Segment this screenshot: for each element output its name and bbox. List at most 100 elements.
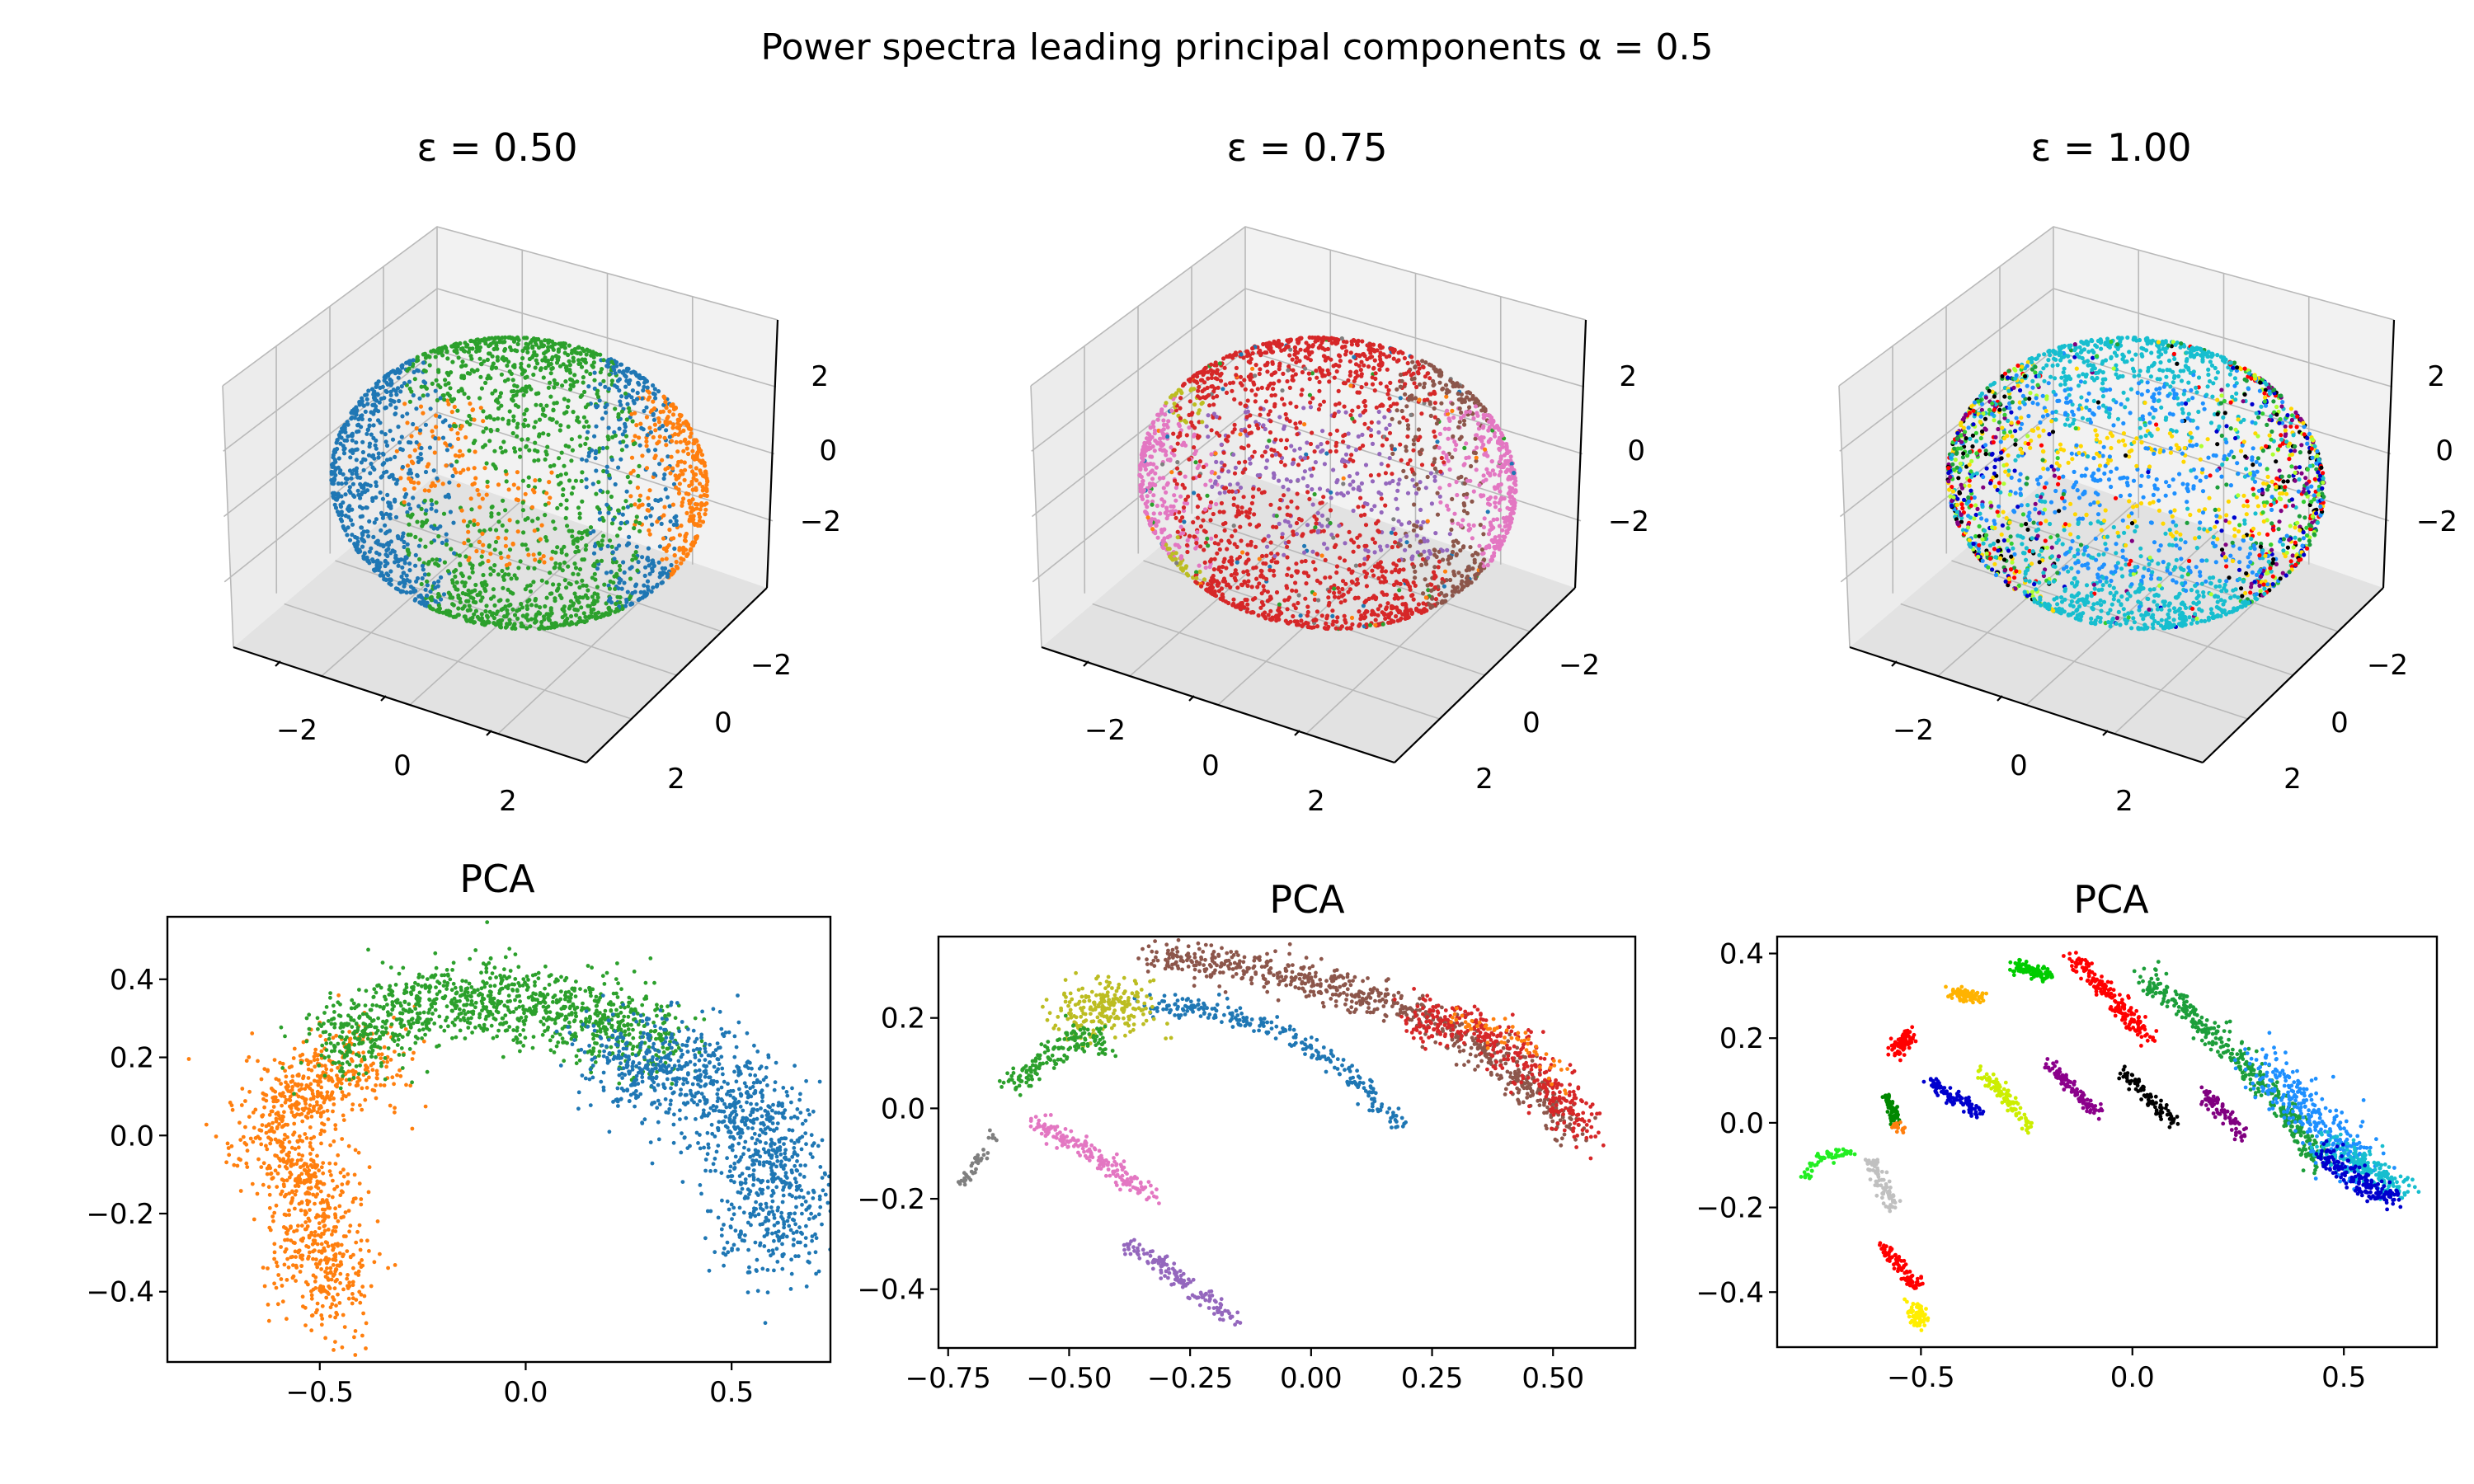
point	[1306, 574, 1311, 579]
point	[1415, 550, 1420, 555]
point	[612, 574, 617, 579]
point	[1331, 535, 1336, 540]
z-tick-label: 2	[811, 360, 829, 393]
point	[689, 431, 694, 436]
point	[688, 464, 693, 469]
point	[657, 516, 662, 521]
point	[1413, 575, 1418, 580]
point	[640, 555, 645, 560]
point	[670, 571, 675, 576]
point	[381, 544, 386, 549]
point	[562, 620, 567, 625]
point	[408, 471, 414, 476]
point	[475, 614, 480, 619]
point	[644, 439, 649, 444]
point	[472, 522, 477, 528]
point	[660, 557, 665, 562]
point	[382, 576, 387, 582]
point	[1445, 408, 1450, 413]
point	[478, 406, 483, 411]
point	[1418, 507, 1423, 513]
point	[555, 588, 560, 593]
point	[488, 341, 493, 347]
point	[1428, 392, 1433, 397]
point	[432, 450, 437, 455]
point	[1432, 575, 1437, 581]
x-tick-label: 0	[393, 749, 412, 782]
point	[680, 503, 684, 508]
point	[407, 399, 412, 404]
point	[616, 586, 621, 591]
point	[1197, 569, 1202, 575]
point	[574, 613, 579, 618]
point	[542, 351, 547, 356]
point	[477, 539, 482, 544]
point	[1459, 410, 1464, 415]
point	[591, 528, 596, 534]
point	[1394, 613, 1399, 619]
point	[359, 460, 364, 465]
point	[643, 378, 648, 383]
point	[1184, 571, 1189, 576]
point	[442, 560, 448, 565]
grid-line	[1193, 516, 1531, 632]
point	[380, 515, 385, 520]
x-axis	[233, 646, 587, 764]
point	[1364, 584, 1369, 589]
point	[1277, 378, 1282, 383]
point	[486, 558, 491, 564]
point	[644, 466, 650, 471]
grid-line	[436, 288, 777, 388]
point	[1296, 463, 1301, 467]
point	[479, 554, 484, 559]
point	[452, 551, 457, 556]
point	[468, 561, 473, 566]
point	[551, 347, 556, 352]
point	[1437, 486, 1442, 491]
point	[1262, 588, 1267, 593]
point	[651, 391, 656, 396]
point	[562, 463, 567, 468]
point	[452, 584, 457, 589]
point	[1421, 591, 1426, 596]
point	[393, 514, 399, 520]
point	[1429, 588, 1434, 594]
point	[449, 547, 454, 552]
point	[616, 508, 621, 513]
point	[376, 451, 381, 456]
point	[429, 506, 434, 511]
point	[1378, 580, 1383, 585]
point	[657, 434, 662, 439]
point	[1372, 504, 1377, 509]
point	[367, 549, 372, 554]
point	[619, 394, 624, 399]
point	[539, 620, 544, 625]
point	[412, 486, 416, 491]
point	[435, 526, 440, 531]
point	[1219, 460, 1224, 465]
point	[1268, 551, 1274, 556]
point	[1214, 459, 1219, 465]
point	[1224, 566, 1229, 571]
point	[1208, 368, 1213, 373]
point	[1362, 614, 1367, 620]
point	[1487, 545, 1492, 550]
point	[1308, 400, 1313, 405]
point	[604, 410, 609, 416]
point	[1508, 511, 1513, 517]
point	[423, 469, 429, 475]
point	[429, 498, 434, 503]
point	[470, 566, 475, 571]
point	[382, 396, 387, 401]
point	[1180, 568, 1185, 573]
point	[650, 569, 655, 574]
point	[671, 481, 677, 486]
point	[356, 492, 361, 497]
point	[1439, 590, 1444, 596]
point	[612, 430, 617, 434]
point	[1331, 364, 1336, 369]
point	[1492, 472, 1497, 477]
point	[1465, 574, 1470, 580]
point	[488, 552, 493, 556]
point	[637, 435, 642, 440]
